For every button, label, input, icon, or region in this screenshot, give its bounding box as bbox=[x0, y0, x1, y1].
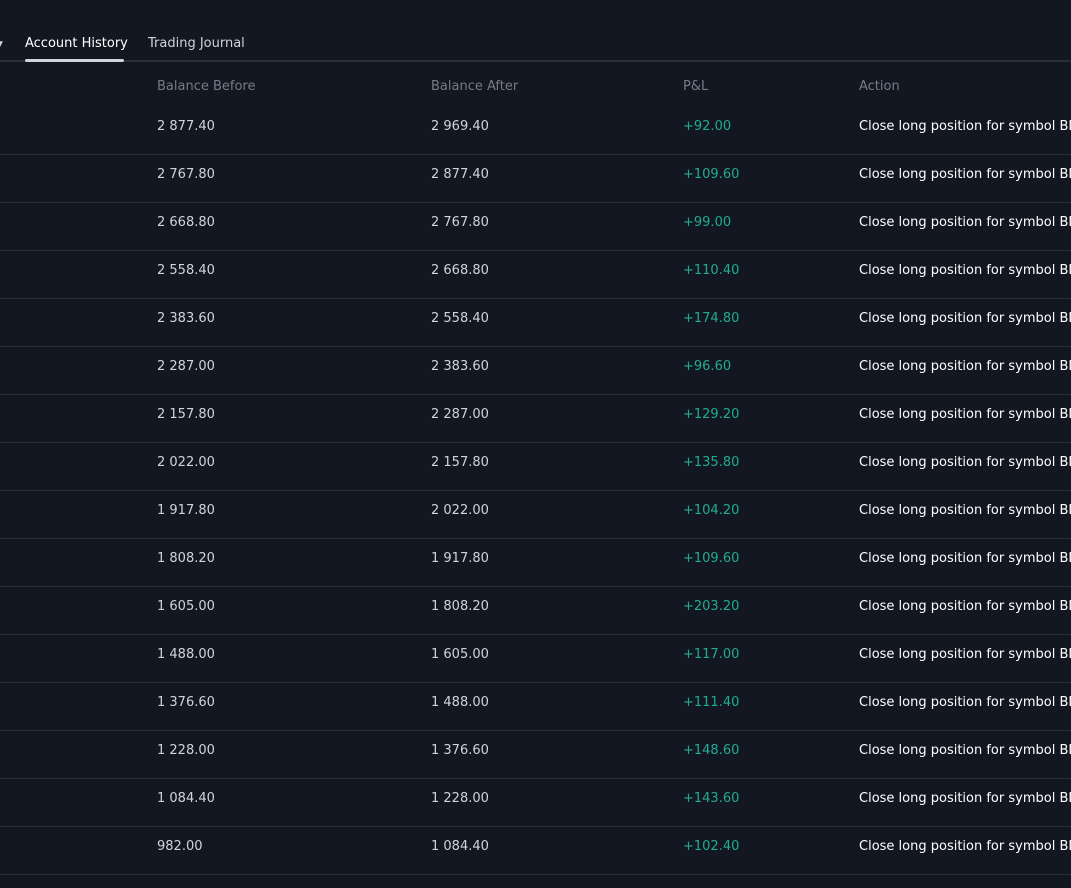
pnl-cell: +129.20 bbox=[683, 407, 740, 422]
balance-before-cell: 1 808.20 bbox=[157, 551, 215, 566]
balance-before-cell: 2 157.80 bbox=[157, 407, 215, 422]
column-header-balance-after[interactable]: Balance After bbox=[431, 79, 519, 94]
balance-before-cell: 2 022.00 bbox=[157, 455, 215, 470]
pnl-cell: +110.40 bbox=[683, 263, 740, 278]
balance-after-cell: 1 808.20 bbox=[431, 599, 489, 614]
chevron-down-icon[interactable]: ▼ bbox=[0, 40, 3, 50]
table-row[interactable]: 2 022.00 2 157.80 +135.80 Close long positi… bbox=[0, 443, 1071, 491]
tab-bar-divider bbox=[0, 60, 1071, 62]
table-row[interactable]: 2 287.00 2 383.60 +96.60 Close long positio… bbox=[0, 347, 1071, 395]
table-row[interactable]: 1 228.00 1 376.60 +148.60 Close long positi… bbox=[0, 731, 1071, 779]
action-cell: Close long position for symbol BLA bbox=[859, 167, 1071, 182]
tab-trading-journal[interactable]: Trading Journal bbox=[148, 36, 245, 51]
action-cell: Close long position for symbol BLA bbox=[859, 455, 1071, 470]
pnl-cell: +143.60 bbox=[683, 791, 740, 806]
action-cell: Close long position for symbol BLA bbox=[859, 359, 1071, 374]
balance-before-cell: 1 917.80 bbox=[157, 503, 215, 518]
balance-after-cell: 2 157.80 bbox=[431, 455, 489, 470]
table-row[interactable]: 1 917.80 2 022.00 +104.20 Close long positi… bbox=[0, 491, 1071, 539]
column-header-pnl[interactable]: P&L bbox=[683, 79, 709, 94]
table-row[interactable]: 2 877.40 2 969.40 +92.00 Close long positio… bbox=[0, 107, 1071, 155]
action-cell: Close long position for symbol BLA bbox=[859, 407, 1071, 422]
balance-before-cell: 982.00 bbox=[157, 839, 203, 854]
action-cell: Close long position for symbol BLA bbox=[859, 791, 1071, 806]
balance-after-cell: 2 287.00 bbox=[431, 407, 489, 422]
pnl-cell: +102.40 bbox=[683, 839, 740, 854]
pnl-cell: +135.80 bbox=[683, 455, 740, 470]
table-row[interactable]: 2 558.40 2 668.80 +110.40 Close long positi… bbox=[0, 251, 1071, 299]
tab-bar: ▼ Account History Trading Journal bbox=[0, 0, 1071, 62]
balance-after-cell: 2 668.80 bbox=[431, 263, 489, 278]
table-row[interactable]: 1 376.60 1 488.00 +111.40 Close long positi… bbox=[0, 683, 1071, 731]
table-row[interactable]: 2 767.80 2 877.40 +109.60 Close long positi… bbox=[0, 155, 1071, 203]
action-cell: Close long position for symbol BLA bbox=[859, 503, 1071, 518]
table-row[interactable]: 1 605.00 1 808.20 +203.20 Close long positi… bbox=[0, 587, 1071, 635]
pnl-cell: +111.40 bbox=[683, 695, 740, 710]
action-cell: Close long position for symbol BLA bbox=[859, 695, 1071, 710]
pnl-cell: +109.60 bbox=[683, 551, 740, 566]
table-body: 2 877.40 2 969.40 +92.00 Close long positio… bbox=[0, 107, 1071, 875]
pnl-cell: +109.60 bbox=[683, 167, 740, 182]
action-cell: Close long position for symbol BLA bbox=[859, 647, 1071, 662]
pnl-cell: +96.60 bbox=[683, 359, 732, 374]
table-row[interactable]: 2 383.60 2 558.40 +174.80 Close long positi… bbox=[0, 299, 1071, 347]
column-header-balance-before[interactable]: Balance Before bbox=[157, 79, 256, 94]
action-cell: Close long position for symbol BLA bbox=[859, 599, 1071, 614]
balance-after-cell: 2 877.40 bbox=[431, 167, 489, 182]
balance-after-cell: 2 969.40 bbox=[431, 119, 489, 134]
column-header-action[interactable]: Action bbox=[859, 79, 900, 94]
pnl-cell: +104.20 bbox=[683, 503, 740, 518]
table-row[interactable]: 1 084.40 1 228.00 +143.60 Close long positi… bbox=[0, 779, 1071, 827]
pnl-cell: +117.00 bbox=[683, 647, 740, 662]
balance-after-cell: 1 917.80 bbox=[431, 551, 489, 566]
table-row[interactable]: 982.00 1 084.40 +102.40 Close long position… bbox=[0, 827, 1071, 875]
balance-before-cell: 2 877.40 bbox=[157, 119, 215, 134]
balance-after-cell: 2 383.60 bbox=[431, 359, 489, 374]
balance-before-cell: 1 376.60 bbox=[157, 695, 215, 710]
balance-before-cell: 2 287.00 bbox=[157, 359, 215, 374]
balance-before-cell: 1 488.00 bbox=[157, 647, 215, 662]
action-cell: Close long position for symbol BLA bbox=[859, 263, 1071, 278]
balance-before-cell: 1 228.00 bbox=[157, 743, 215, 758]
balance-after-cell: 2 022.00 bbox=[431, 503, 489, 518]
balance-before-cell: 2 383.60 bbox=[157, 311, 215, 326]
table-row[interactable]: 2 668.80 2 767.80 +99.00 Close long positio… bbox=[0, 203, 1071, 251]
table-row[interactable]: 2 157.80 2 287.00 +129.20 Close long positi… bbox=[0, 395, 1071, 443]
action-cell: Close long position for symbol BLA bbox=[859, 311, 1071, 326]
table-row[interactable]: 1 488.00 1 605.00 +117.00 Close long positi… bbox=[0, 635, 1071, 683]
table-header: Balance Before Balance After P&L Action bbox=[0, 63, 1071, 107]
balance-before-cell: 1 084.40 bbox=[157, 791, 215, 806]
balance-after-cell: 2 767.80 bbox=[431, 215, 489, 230]
pnl-cell: +203.20 bbox=[683, 599, 740, 614]
balance-after-cell: 1 084.40 bbox=[431, 839, 489, 854]
pnl-cell: +92.00 bbox=[683, 119, 732, 134]
table-row[interactable]: 1 808.20 1 917.80 +109.60 Close long positi… bbox=[0, 539, 1071, 587]
balance-before-cell: 2 668.80 bbox=[157, 215, 215, 230]
balance-after-cell: 1 228.00 bbox=[431, 791, 489, 806]
balance-after-cell: 1 376.60 bbox=[431, 743, 489, 758]
balance-after-cell: 1 605.00 bbox=[431, 647, 489, 662]
pnl-cell: +174.80 bbox=[683, 311, 740, 326]
action-cell: Close long position for symbol BLA bbox=[859, 551, 1071, 566]
balance-after-cell: 1 488.00 bbox=[431, 695, 489, 710]
balance-before-cell: 2 767.80 bbox=[157, 167, 215, 182]
tab-account-history[interactable]: Account History bbox=[25, 36, 128, 51]
action-cell: Close long position for symbol BLA bbox=[859, 215, 1071, 230]
action-cell: Close long position for symbol BLA bbox=[859, 743, 1071, 758]
pnl-cell: +99.00 bbox=[683, 215, 732, 230]
pnl-cell: +148.60 bbox=[683, 743, 740, 758]
balance-after-cell: 2 558.40 bbox=[431, 311, 489, 326]
balance-before-cell: 1 605.00 bbox=[157, 599, 215, 614]
account-history-table: Balance Before Balance After P&L Action … bbox=[0, 63, 1071, 875]
balance-before-cell: 2 558.40 bbox=[157, 263, 215, 278]
action-cell: Close long position for symbol BLA bbox=[859, 839, 1071, 854]
active-tab-indicator bbox=[25, 59, 124, 62]
action-cell: Close long position for symbol BLA bbox=[859, 119, 1071, 134]
